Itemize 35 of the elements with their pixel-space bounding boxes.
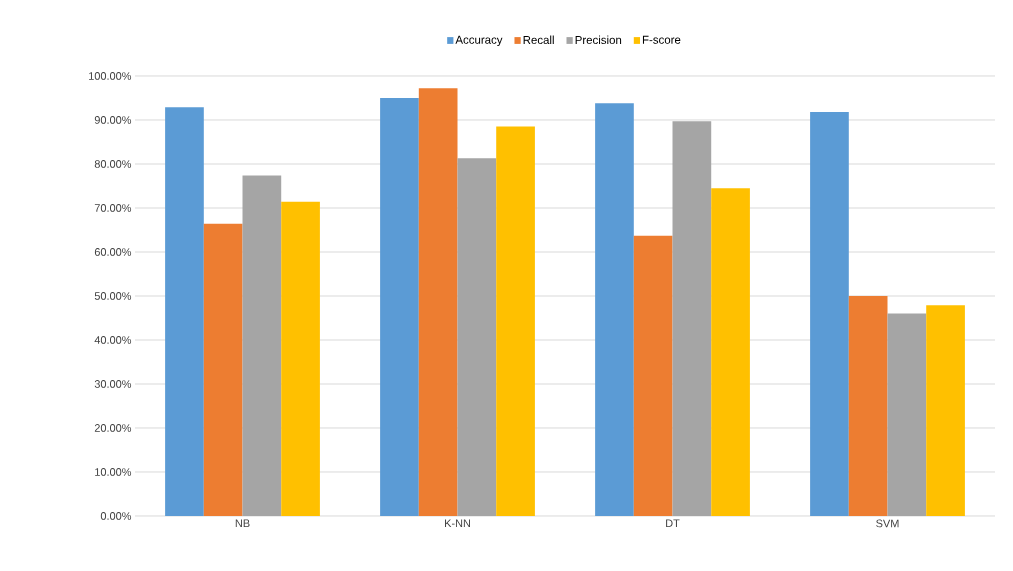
- y-tick-label: 0.00%: [100, 512, 132, 520]
- bar: [887, 313, 927, 516]
- y-tick-label: 40.00%: [94, 336, 132, 344]
- bar: [848, 295, 888, 516]
- x-tick-label: K-NN: [445, 519, 470, 528]
- bar: [810, 112, 849, 516]
- x-tick-label: SVM: [876, 519, 899, 528]
- bar: [496, 126, 535, 516]
- y-tick-label: 20.00%: [94, 424, 132, 432]
- bar: [418, 88, 458, 516]
- bar: [595, 103, 634, 516]
- y-tick-label: 60.00%: [94, 248, 132, 256]
- y-tick-label: 50.00%: [94, 292, 132, 300]
- legend-label: Recall: [523, 35, 554, 45]
- bar: [926, 305, 965, 516]
- x-tick-label: DT: [666, 519, 680, 528]
- y-tick-label: 10.00%: [95, 468, 132, 476]
- y-tick-label: 90.00%: [94, 116, 132, 124]
- bar: [672, 121, 712, 516]
- bar: [281, 201, 320, 516]
- bar: [380, 97, 419, 516]
- bar: [711, 188, 750, 516]
- y-tick-label: 80.00%: [94, 160, 132, 168]
- legend-label: F-score: [642, 35, 681, 44]
- y-tick-label: 30.00%: [94, 380, 132, 388]
- bar: [165, 107, 204, 516]
- bar: [242, 175, 282, 516]
- bar: [633, 235, 673, 516]
- bar: [457, 158, 497, 516]
- y-tick-label: 100.00%: [89, 72, 132, 80]
- bar: [203, 223, 243, 516]
- x-tick-label: NB: [235, 519, 250, 528]
- y-tick-label: 70.00%: [94, 204, 132, 212]
- legend-label: Precision: [575, 35, 622, 45]
- legend-label: Accuracy: [455, 35, 503, 47]
